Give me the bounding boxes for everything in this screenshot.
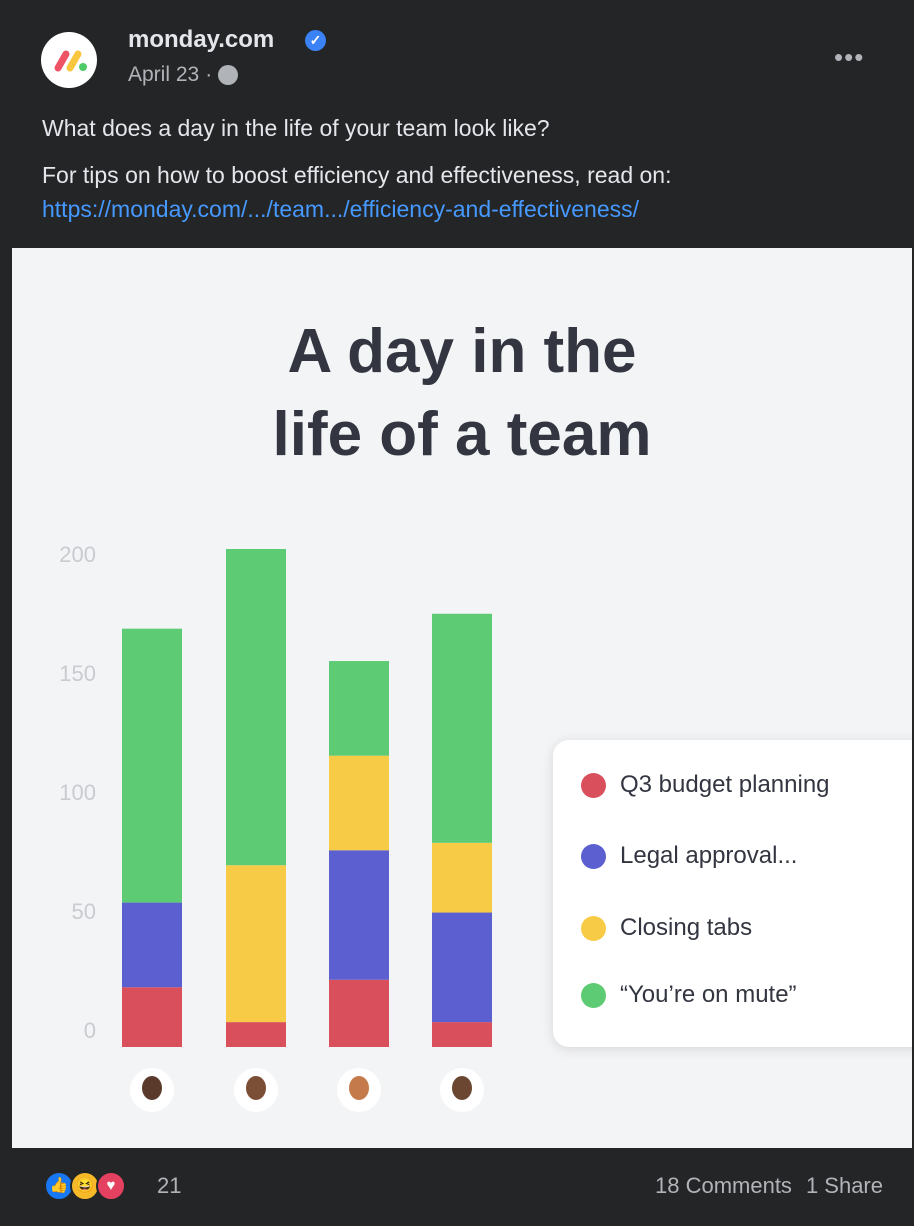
separator: · <box>205 63 213 86</box>
stacked-bar-chart: 0 50 100 150 200 <box>59 542 492 1047</box>
y-tick-label: 150 <box>59 661 96 686</box>
bar-segment <box>432 842 492 913</box>
verified-badge-icon: ✓ <box>305 30 326 51</box>
bar-segment <box>122 987 182 1047</box>
post-link[interactable]: https://monday.com/.../team.../efficienc… <box>42 196 640 222</box>
bar-segment <box>122 628 182 903</box>
legend-dot <box>581 915 606 941</box>
legend-label: Q3 budget planning <box>620 771 830 798</box>
y-tick-label: 100 <box>59 780 96 805</box>
bar-segment <box>329 979 389 1047</box>
post-meta: April 23 · <box>128 63 239 87</box>
bar-segment <box>432 1022 492 1047</box>
bar-segment <box>226 865 286 1023</box>
bar-segment <box>329 755 389 851</box>
post-image[interactable]: A day in the life of a team 0 50 100 150 200… <box>12 248 912 1148</box>
author-name[interactable]: monday.com <box>128 26 275 53</box>
legend-item: Legal approval... <box>581 842 797 870</box>
team-member-avatar <box>337 1068 381 1112</box>
reaction-count[interactable]: 21 <box>157 1173 182 1198</box>
legend-label: “You’re on mute” <box>620 981 797 1008</box>
image-title-line2: life of a team <box>272 400 652 469</box>
legend-label: Legal approval... <box>620 842 798 869</box>
y-tick-label: 50 <box>72 899 96 924</box>
bar-segment <box>226 1022 286 1047</box>
monday-logo <box>54 50 87 72</box>
bar-segment <box>329 661 389 756</box>
legend-dot <box>581 772 606 798</box>
more-options-icon[interactable]: ••• <box>834 42 865 72</box>
legend-item: “You’re on mute” <box>581 981 797 1009</box>
post-date[interactable]: April 23 <box>128 63 200 86</box>
bar-segment <box>432 912 492 1023</box>
legend-label: Closing tabs <box>620 914 753 941</box>
comments-count[interactable]: 18 Comments <box>654 1173 792 1198</box>
bar-segment <box>122 902 182 988</box>
bar-segment <box>432 613 492 843</box>
legend-dot <box>581 843 606 869</box>
team-member-avatar <box>440 1068 484 1112</box>
y-tick-label: 200 <box>59 542 96 567</box>
like-icon: 👍 <box>44 1171 74 1201</box>
love-icon: ♥ <box>96 1171 126 1201</box>
y-tick-label: 0 <box>84 1018 96 1043</box>
bar-segment <box>329 850 389 980</box>
reactions[interactable]: 👍 😆 ♥ <box>44 1171 126 1201</box>
post-text-line2: For tips on how to boost efficiency and … <box>42 162 672 188</box>
post-text-line1: What does a day in the life of your team… <box>42 115 550 141</box>
legend-dot <box>581 982 606 1008</box>
team-member-avatar <box>130 1068 174 1112</box>
bar-segment <box>226 549 286 866</box>
team-member-avatar <box>234 1068 278 1112</box>
image-title-line1: A day in the <box>287 317 637 386</box>
legend-item: Q3 budget planning <box>581 771 830 799</box>
page-avatar[interactable] <box>41 32 97 88</box>
shares-count[interactable]: 1 Share <box>805 1173 883 1198</box>
chart-legend: Q3 budget planning Legal approval... Clo… <box>553 740 912 1047</box>
globe-icon <box>218 65 239 85</box>
legend-item: Closing tabs <box>581 914 752 942</box>
post-footer: 👍 😆 ♥ 21 18 Comments 1 Share <box>0 1165 914 1209</box>
